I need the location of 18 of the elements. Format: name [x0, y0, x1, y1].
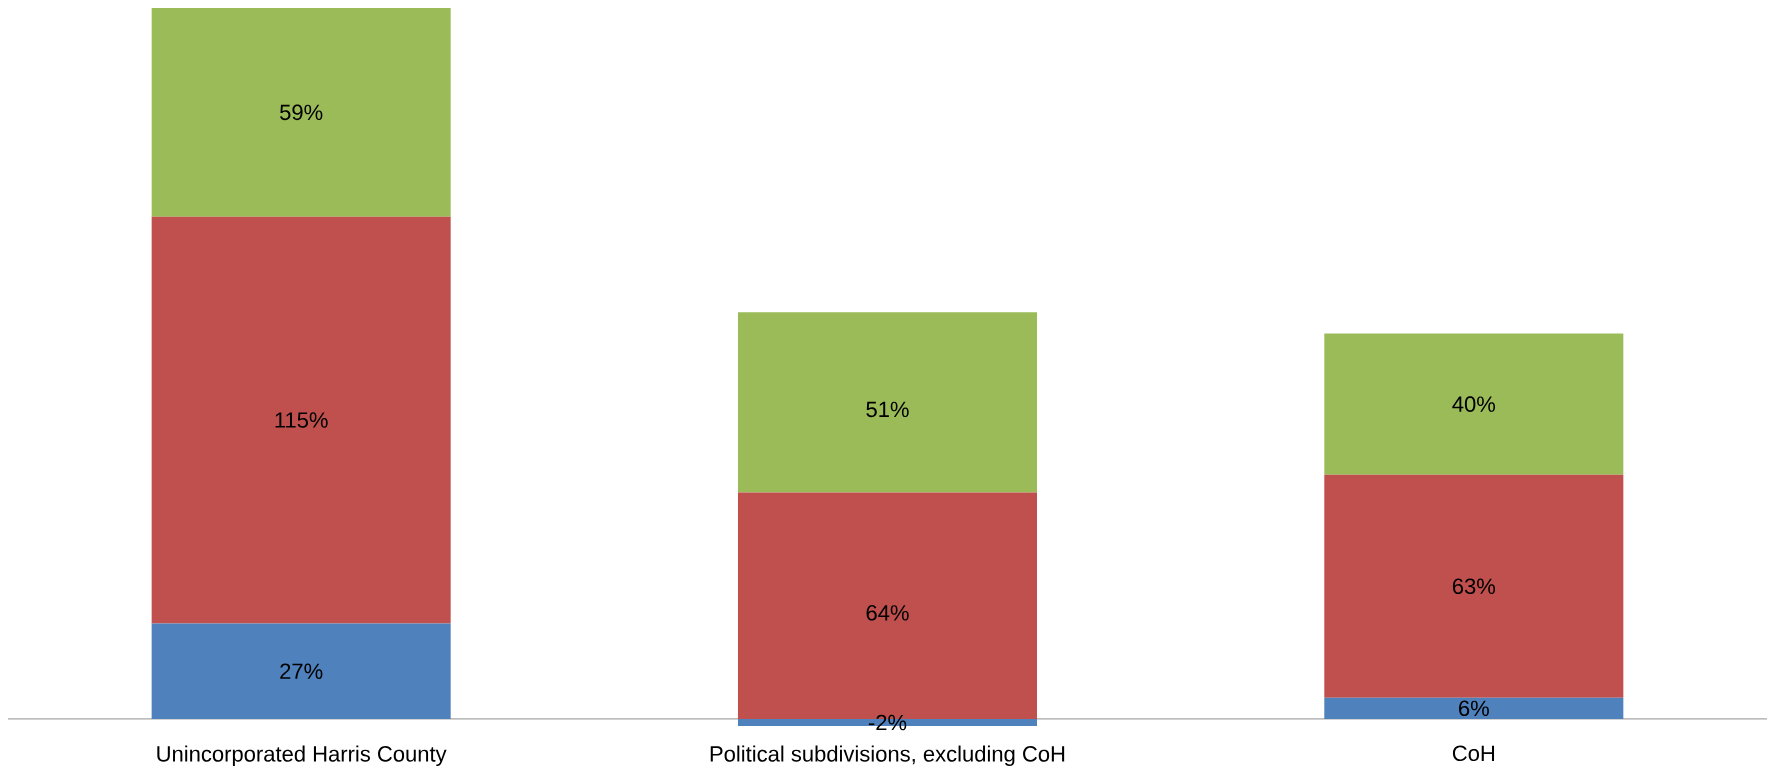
data-label: 27% — [280, 663, 323, 679]
data-label: 51% — [866, 401, 909, 418]
bar — [151, 623, 451, 719]
data-label: 64% — [866, 605, 909, 621]
data-label: 40% — [1452, 396, 1496, 412]
bar — [151, 7, 451, 217]
data-label: 6% — [1459, 700, 1489, 717]
data-label: 63% — [1452, 578, 1496, 595]
bar — [1324, 697, 1624, 719]
bar — [737, 312, 1037, 493]
bar — [1324, 474, 1624, 698]
x-tick-label: Political subdivisions, excluding CoH — [710, 745, 1065, 767]
data-label: 59% — [280, 104, 323, 121]
x-tick-label: Unincorporated Harris County — [157, 745, 447, 767]
x-tick-label: CoH — [1452, 745, 1495, 762]
data-label: 115% — [275, 412, 328, 428]
bar — [1324, 333, 1624, 475]
bar — [151, 216, 451, 624]
